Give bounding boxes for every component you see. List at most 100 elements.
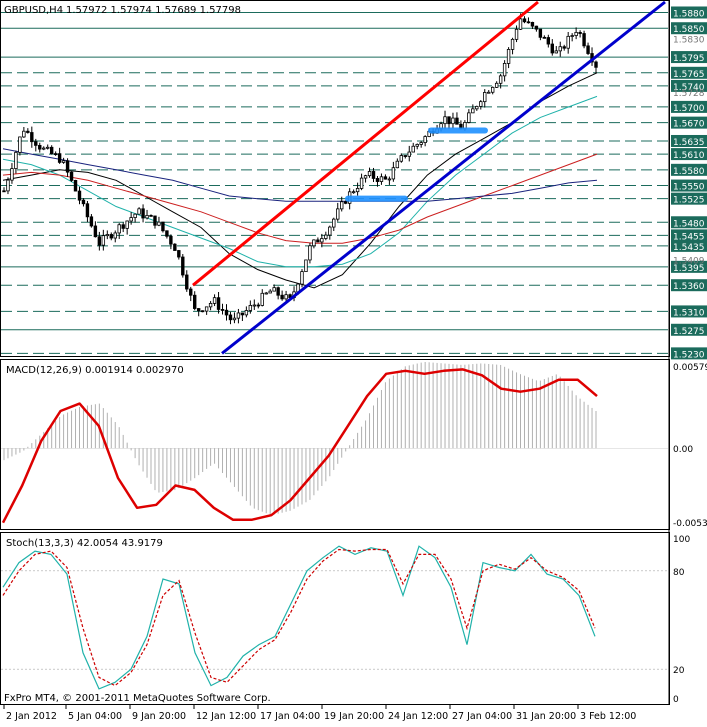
candle-body [399,155,404,162]
candle-body [479,101,483,107]
price-tick-label: 1.5455 [673,232,705,242]
candle-body [375,178,380,182]
candle-body [244,310,249,316]
candle-body [109,234,113,239]
candle-body [558,46,562,52]
candle-body [212,297,217,304]
highlight-zone [345,195,408,202]
stoch-tick-label: 80 [673,568,685,578]
stoch-main-line [2,545,596,690]
candle-body [415,144,419,147]
macd-title: MACD(12,26,9) 0.001914 0.002970 [6,365,184,376]
candle-body [355,188,360,193]
candle-body [149,215,153,217]
price-tick-label: 1.5360 [673,282,705,292]
candle-body [467,112,471,123]
candle-body [193,294,197,309]
candle-body [46,146,50,149]
candle-body [117,224,121,234]
candle-body [216,297,221,310]
price-tick-bg [671,279,707,292]
stoch-tick-label: 0 [673,695,679,705]
candle-body [85,203,90,218]
price-tick-bg [671,192,707,205]
candle-body [284,294,288,300]
stoch-title: Stoch(13,3,3) 42.0054 43.9179 [6,538,163,549]
candle-body [324,234,328,239]
candle-body [586,45,590,54]
candle-body [26,130,30,133]
candle-body [129,217,133,222]
candle-body [502,63,507,77]
price-tick-label: 1.5740 [673,83,705,93]
price-tick-bg [671,51,707,64]
candle-body [518,18,523,30]
candle-body [510,38,515,50]
price-tick-bg [671,305,707,318]
candle-body [379,176,384,182]
x-tick-label: 19 Jan 20:00 [324,711,384,722]
candle-body [196,308,201,312]
candle-body [157,221,161,226]
candle-body [387,178,392,181]
candle-body [550,43,554,54]
moving-average-line [2,148,598,202]
candle-body [455,117,459,125]
price-tick-label: 1.5880 [673,9,705,19]
candle-body [526,21,531,24]
price-tick-bg [671,163,707,176]
candle-body [189,288,193,296]
price-tick-bg [671,239,707,252]
candle-body [153,215,157,226]
candle-body [181,256,185,276]
candle-body [562,46,566,49]
candle-body [224,309,229,316]
x-tick-label: 31 Jan 20:00 [516,711,576,722]
candle-body [173,243,177,251]
candle-body [97,236,102,246]
candle-body [447,116,451,125]
candle-body [483,92,487,103]
price-tick-bg [671,148,707,161]
candle-body [538,28,543,38]
candle-body [204,306,209,312]
moving-average-line [2,95,598,268]
candle-body [328,226,332,236]
macd-signal-line [1,368,598,524]
candle-body [522,18,527,23]
candle-body [498,75,503,84]
candle-body [232,317,237,321]
candle-body [566,35,570,49]
candle-body [542,36,547,39]
candle-body [570,35,574,37]
candle-body [411,145,415,153]
candle-body [81,199,86,205]
price-tick-bg [671,79,707,92]
price-tick-bg [671,323,707,336]
candle-body [383,176,388,180]
candle-body [494,82,499,88]
price-tick-bg [671,134,707,147]
x-tick-label: 3 Feb 12:00 [580,711,636,722]
candle-body [423,136,427,143]
price-tick-bg [671,179,707,192]
price-tick-bg [671,229,707,242]
candle-body [34,141,38,146]
candle-body [514,28,519,40]
moving-average-line [2,72,598,289]
price-title: GBPUSD,H4 [4,5,63,16]
candle-body [260,292,264,306]
macd-tick-label: 0.00 [673,445,693,455]
trend-line [221,0,666,355]
price-ohlc-header: 1.57972 1.57974 1.57689 1.57798 [66,5,241,16]
candle-body [395,160,400,169]
candle-body [38,144,42,150]
candle-body [2,190,6,193]
candle-body [61,160,66,163]
x-tick-label: 12 Jan 12:00 [196,711,256,722]
candle-body [121,224,125,229]
candle-body [22,130,26,138]
price-tick-label-faint: 1.5830 [673,36,705,46]
